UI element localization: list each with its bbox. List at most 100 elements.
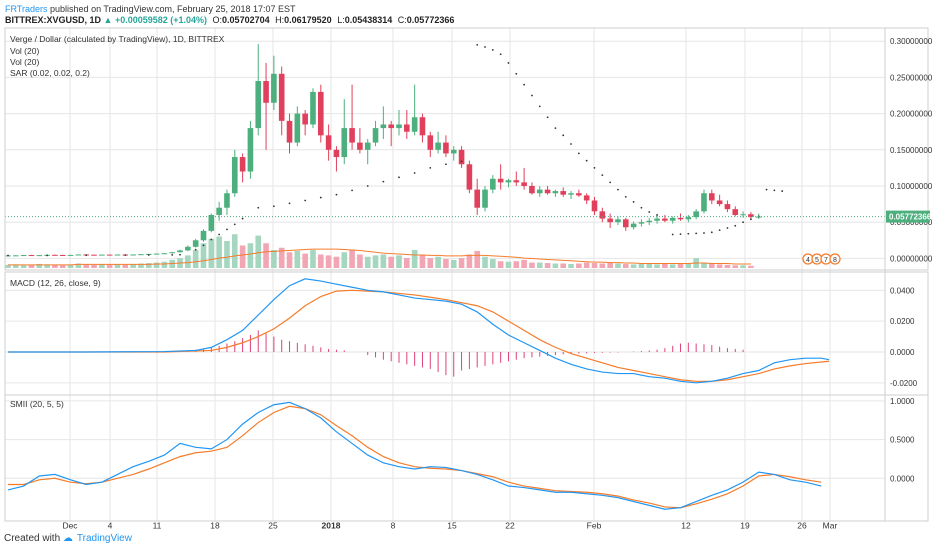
candle-body[interactable] [646,220,653,223]
candle-body[interactable] [380,124,387,129]
candle-body[interactable] [13,255,19,257]
candle-body[interactable] [435,142,441,150]
candle-body[interactable] [396,124,402,129]
candle-body[interactable] [271,73,277,103]
candle-body[interactable] [200,230,207,241]
candle-body[interactable] [318,91,324,136]
candle-body[interactable] [419,117,426,136]
candle-body[interactable] [560,191,567,195]
candle-body[interactable] [224,193,230,208]
candle-body[interactable] [372,128,379,143]
candle-body[interactable] [302,113,308,125]
candle-body[interactable] [732,209,739,215]
candle-body[interactable] [654,218,660,221]
candle-body[interactable] [255,81,262,129]
macd-pane[interactable] [8,278,830,384]
candle-body[interactable] [364,142,371,150]
candle-body[interactable] [669,217,676,221]
candle-body[interactable] [28,255,35,257]
smii-signal-line[interactable] [8,405,822,509]
smii-line[interactable] [7,401,822,510]
candle-body[interactable] [568,193,574,195]
candle-body[interactable] [404,124,410,132]
candle-body[interactable] [576,193,582,196]
candle-body[interactable] [716,200,723,205]
candle-body[interactable] [458,149,465,165]
candle-body[interactable] [411,117,418,132]
candle-body[interactable] [286,120,293,143]
candle-body[interactable] [216,207,222,215]
candle-body[interactable] [748,214,754,218]
candle-body[interactable] [497,178,504,183]
candle-body[interactable] [474,189,480,208]
candle-body[interactable] [466,164,473,190]
candle-body[interactable] [341,128,348,158]
candle-body[interactable] [20,255,27,257]
candle-body[interactable] [59,254,66,256]
candle-body[interactable] [231,157,238,194]
candle-body[interactable] [247,128,254,172]
candle-body[interactable] [662,218,668,221]
candle-body[interactable] [263,81,269,103]
candle-body[interactable] [91,254,97,256]
candle-body[interactable] [591,200,598,212]
candle-body[interactable] [482,189,488,208]
candle-body[interactable] [505,180,512,183]
candle-body[interactable] [709,193,715,201]
candle-body[interactable] [677,217,684,220]
candle-body[interactable] [333,149,340,158]
candle-body[interactable] [450,149,457,154]
candle-body[interactable] [443,142,449,154]
candle-body[interactable] [427,135,434,150]
candle-body[interactable] [701,193,707,212]
candle-body[interactable] [349,128,355,143]
candle-body[interactable] [599,211,606,219]
vol-legend-2[interactable]: Vol (20) [10,57,40,67]
candle-body[interactable] [536,189,543,194]
candle-body[interactable] [138,254,144,256]
candle-body[interactable] [357,142,363,150]
candle-body[interactable] [177,250,183,253]
candle-body[interactable] [693,211,699,218]
tradingview-brand-link[interactable]: TradingView [76,533,132,544]
candle-body[interactable] [99,254,105,256]
candle-body[interactable] [552,191,559,194]
candle-body[interactable] [52,254,58,256]
candle-body[interactable] [114,254,121,256]
candle-body[interactable] [67,254,74,256]
candle-body[interactable] [740,214,746,216]
candle-body[interactable] [630,223,637,228]
macd-legend[interactable]: MACD (12, 26, close, 9) [10,278,101,288]
candle-body[interactable] [583,195,590,201]
candle-body[interactable] [529,186,535,194]
candle-body[interactable] [490,178,496,190]
candle-body[interactable] [521,182,527,186]
candle-body[interactable] [239,157,246,172]
candle-body[interactable] [169,252,176,254]
candle-body[interactable] [192,240,199,247]
candle-body[interactable] [513,180,520,183]
candle-body[interactable] [294,113,301,143]
candle-body[interactable] [36,255,43,257]
candle-body[interactable] [75,254,82,256]
candle-body[interactable] [153,253,160,255]
vol-legend-1[interactable]: Vol (20) [10,46,40,56]
candle-body[interactable] [208,214,215,231]
candle-body[interactable] [310,91,316,125]
smii-pane[interactable] [7,401,822,510]
candle-body[interactable] [278,73,285,121]
smii-legend[interactable]: SMII (20, 5, 5) [10,399,64,409]
candle-body[interactable] [161,253,168,255]
candle-body[interactable] [106,254,113,256]
event-marker[interactable] [829,253,841,265]
candle-body[interactable] [607,218,613,223]
candle-body[interactable] [130,254,136,256]
candle-body[interactable] [724,204,731,210]
macd-signal-line[interactable] [8,289,830,382]
author-link[interactable]: FRTraders [5,4,48,14]
candle-body[interactable] [544,189,551,194]
candle-body[interactable] [325,135,332,150]
candle-body[interactable] [622,219,629,228]
